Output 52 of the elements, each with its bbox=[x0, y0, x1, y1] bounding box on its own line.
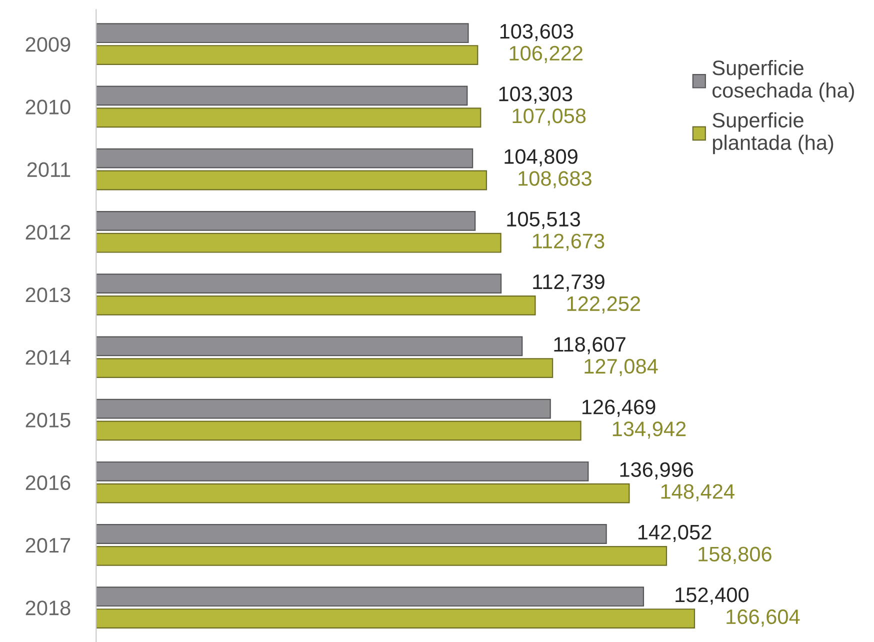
bar bbox=[96, 210, 476, 231]
bar bbox=[96, 420, 582, 441]
y-tick-label: 2009 bbox=[26, 37, 70, 52]
data-label: 122,252 bbox=[567, 296, 640, 314]
data-label: 106,222 bbox=[510, 46, 582, 64]
bar bbox=[96, 45, 478, 65]
bar bbox=[96, 108, 482, 128]
bar bbox=[96, 586, 644, 607]
y-tick-label: 2015 bbox=[26, 412, 70, 428]
bar bbox=[96, 524, 607, 544]
bar bbox=[96, 461, 589, 482]
bar bbox=[96, 358, 554, 378]
bar bbox=[96, 483, 630, 504]
data-label: 112,739 bbox=[533, 274, 604, 292]
bar bbox=[96, 23, 469, 44]
data-label: 152,400 bbox=[676, 587, 749, 605]
bar bbox=[96, 86, 468, 106]
y-tick-label: 2014 bbox=[26, 350, 71, 365]
data-label: 158,806 bbox=[698, 546, 772, 564]
data-label: 127,084 bbox=[584, 358, 658, 376]
data-label: 166,604 bbox=[726, 609, 800, 627]
y-tick-label: 2010 bbox=[26, 100, 70, 114]
bar bbox=[96, 148, 474, 168]
data-label: 142,052 bbox=[638, 524, 712, 542]
bar bbox=[96, 336, 523, 356]
data-label: 148,424 bbox=[661, 484, 734, 502]
data-label: 104,809 bbox=[504, 149, 578, 166]
legend-label: Superficie plantada (ha) bbox=[712, 112, 834, 154]
data-label: 103,603 bbox=[500, 24, 574, 42]
bar bbox=[96, 398, 551, 419]
bar bbox=[96, 546, 668, 566]
data-label: 103,303 bbox=[499, 86, 572, 104]
y-tick-label: 2013 bbox=[26, 288, 70, 302]
data-label: 108,683 bbox=[518, 171, 592, 188]
y-tick-label: 2018 bbox=[26, 600, 70, 616]
bar bbox=[96, 232, 502, 253]
legend-label: Superficie cosechada (ha) bbox=[712, 60, 854, 102]
bar bbox=[96, 608, 696, 628]
y-tick-label: 2012 bbox=[26, 224, 70, 240]
data-label: 136,996 bbox=[620, 462, 694, 480]
bar bbox=[96, 170, 488, 190]
bar bbox=[96, 296, 536, 316]
data-label: 112,673 bbox=[532, 234, 604, 251]
data-label: 107,058 bbox=[512, 108, 586, 126]
data-label: 126,469 bbox=[582, 400, 656, 417]
y-tick-label: 2011 bbox=[27, 162, 70, 178]
data-label: 105,513 bbox=[507, 212, 580, 229]
data-label: 118,607 bbox=[554, 337, 626, 354]
y-tick-label: 2017 bbox=[26, 538, 70, 553]
y-tick-label: 2016 bbox=[26, 475, 70, 490]
bar bbox=[96, 274, 502, 294]
data-label: 134,942 bbox=[612, 422, 686, 439]
